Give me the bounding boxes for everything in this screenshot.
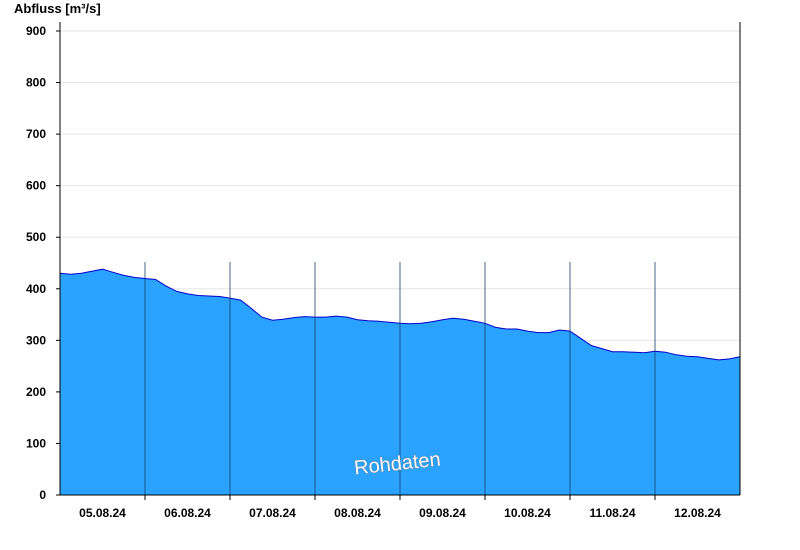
y-axis-ticks: 0 100 200 300 400 500 600 700 800 900 [26, 24, 60, 502]
y-tick-label: 300 [26, 333, 46, 347]
y-tick-label: 0 [39, 488, 46, 502]
y-tick-label: 900 [26, 24, 46, 38]
y-tick-label: 100 [26, 436, 46, 450]
y-tick-label: 700 [26, 127, 46, 141]
x-tick-label: 10.08.24 [504, 506, 551, 520]
x-tick-label: 11.08.24 [589, 506, 635, 520]
x-tick-label: 05.08.24 [79, 506, 126, 520]
y-axis-title: Abfluss [m³/s] [14, 1, 101, 16]
y-tick-label: 500 [26, 230, 46, 244]
x-tick-label: 07.08.24 [249, 506, 296, 520]
y-tick-label: 400 [26, 282, 46, 296]
x-tick-label: 09.08.24 [419, 506, 466, 520]
y-tick-label: 800 [26, 76, 46, 90]
x-axis-ticks: 05.08.24 06.08.24 07.08.24 08.08.24 09.08.24… [79, 495, 721, 520]
x-tick-label: 08.08.24 [334, 506, 381, 520]
x-tick-label: 06.08.24 [164, 506, 211, 520]
y-tick-label: 600 [26, 179, 46, 193]
y-tick-label: 200 [26, 385, 46, 399]
day-separators [144, 262, 656, 495]
x-tick-label: 12.08.24 [674, 506, 721, 520]
